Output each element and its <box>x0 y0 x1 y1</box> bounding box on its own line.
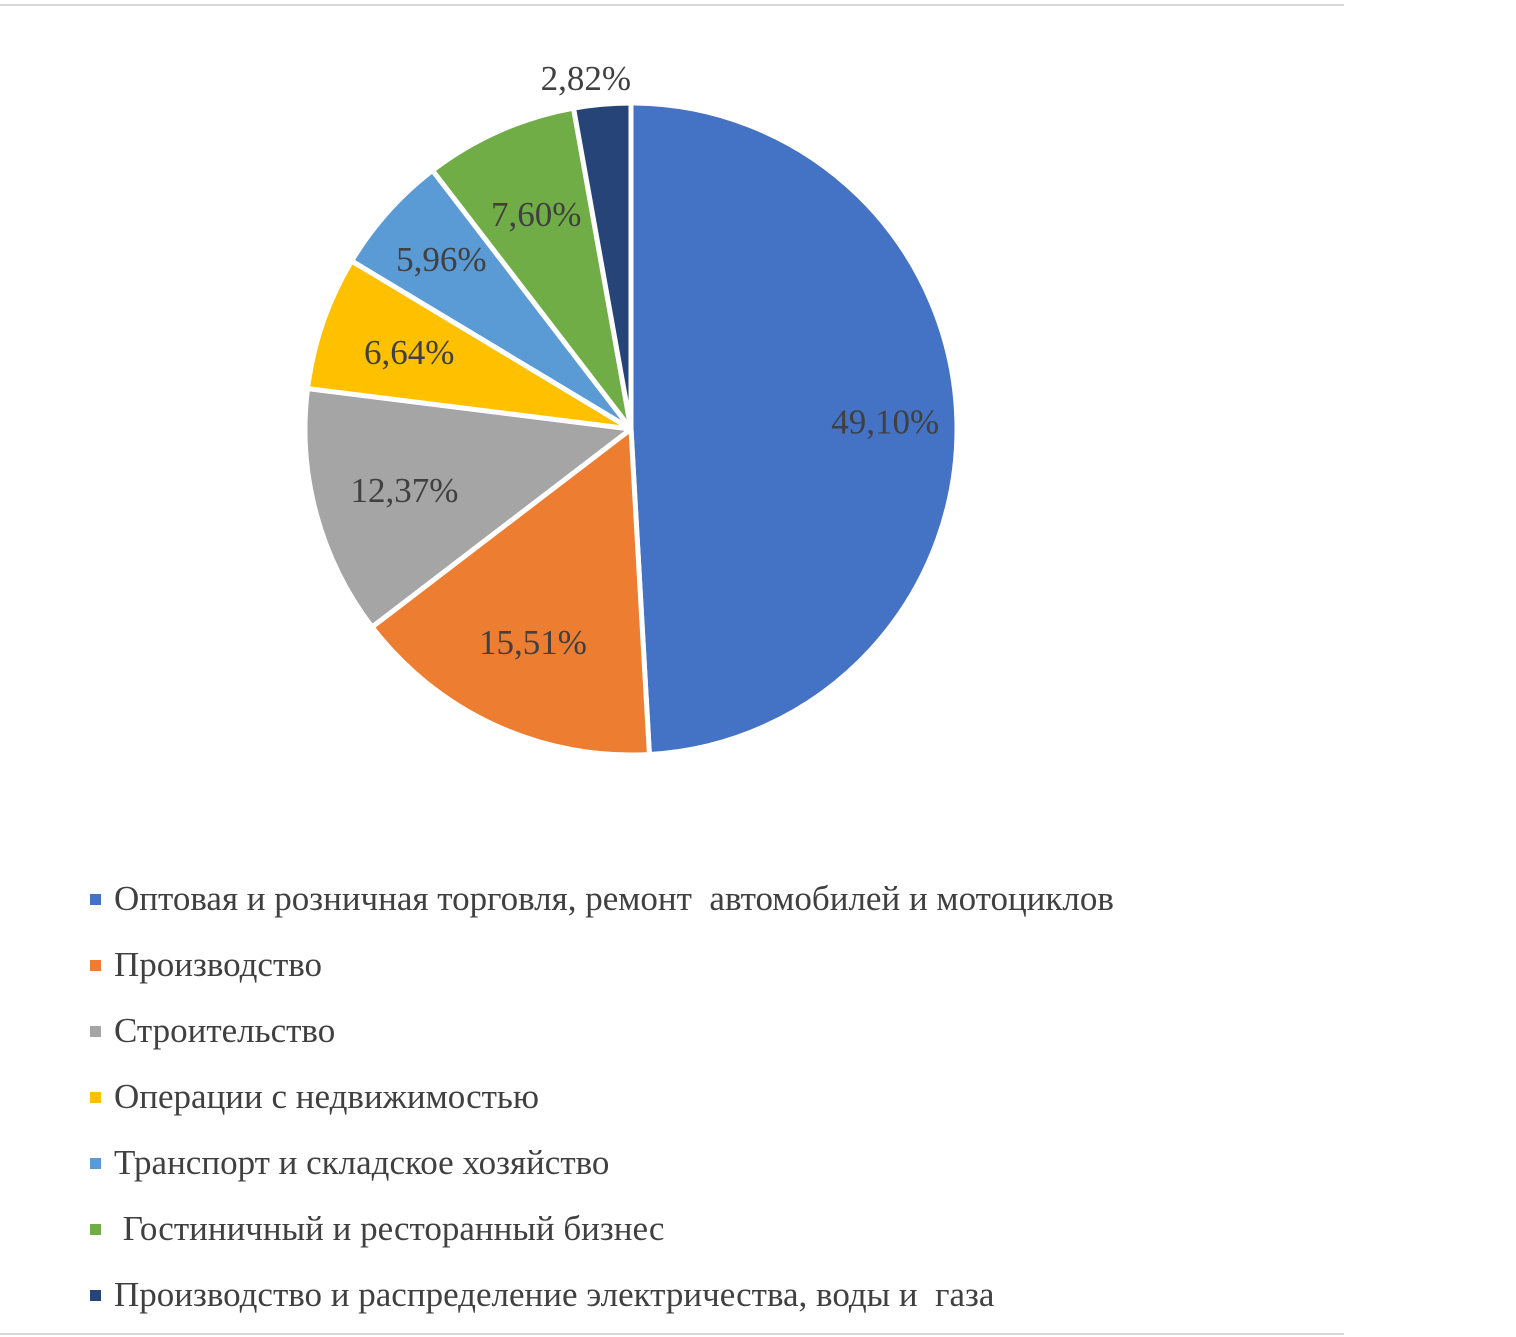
legend-label-6: Гостиничный и ресторанный бизнес <box>114 1209 665 1248</box>
pie-data-label-5: 5,96% <box>396 240 486 279</box>
pie-slice-2 <box>369 426 652 758</box>
legend-label-1: Оптовая и розничная торговля, ремонт авт… <box>114 879 1114 918</box>
legend-swatch-2 <box>90 959 101 971</box>
legend-item-3: Строительство <box>90 998 1114 1064</box>
legend-item-1: Оптовая и розничная торговля, ремонт авт… <box>90 866 1114 932</box>
pie-slice-1 <box>628 100 960 757</box>
legend-label-4: Операции с недвижимостью <box>114 1077 540 1116</box>
legend-item-5: Транспорт и складское хозяйство <box>90 1130 1114 1196</box>
legend-item-7: Производство и распределение электричест… <box>90 1262 1114 1328</box>
legend-item-6: Гостиничный и ресторанный бизнес <box>90 1196 1114 1262</box>
legend-label-2: Производство <box>114 945 323 984</box>
legend-label-7: Производство и распределение электричест… <box>114 1275 995 1314</box>
legend-swatch-4 <box>90 1091 101 1103</box>
bottom-border-line <box>0 1333 1344 1335</box>
pie-slice-7 <box>571 100 634 432</box>
legend-label-3: Строительство <box>114 1011 336 1050</box>
pie-data-label-3: 12,37% <box>350 471 458 510</box>
legend-swatch-3 <box>90 1025 101 1037</box>
pie-data-label-4: 6,64% <box>364 333 454 372</box>
pie-slice-4 <box>305 258 634 432</box>
legend-item-2: Производство <box>90 932 1114 998</box>
pie-data-label-7: 2,82% <box>541 59 631 98</box>
pie-slice-3 <box>302 386 634 630</box>
legend-swatch-1 <box>90 893 101 905</box>
legend-swatch-7 <box>90 1289 101 1301</box>
pie-chart: 49,10% 15,51% 12,37% 6,64% 5,96%7,60% 2,82% <box>302 58 960 758</box>
pie-data-label-2: 15,51% <box>479 623 587 662</box>
pie-slice-6 <box>429 105 634 432</box>
pie-data-label-6: 7,60% <box>491 195 581 234</box>
top-border-line <box>0 4 1344 6</box>
legend-swatch-5 <box>90 1157 101 1169</box>
legend-item-4: Операции с недвижимостью <box>90 1064 1114 1130</box>
legend-swatch-6 <box>90 1223 101 1235</box>
pie-data-label-1: 49,10% <box>831 402 939 441</box>
chart-legend: Оптовая и розничная торговля, ремонт авт… <box>90 866 1114 1328</box>
legend-label-5: Транспорт и складское хозяйство <box>114 1143 610 1182</box>
